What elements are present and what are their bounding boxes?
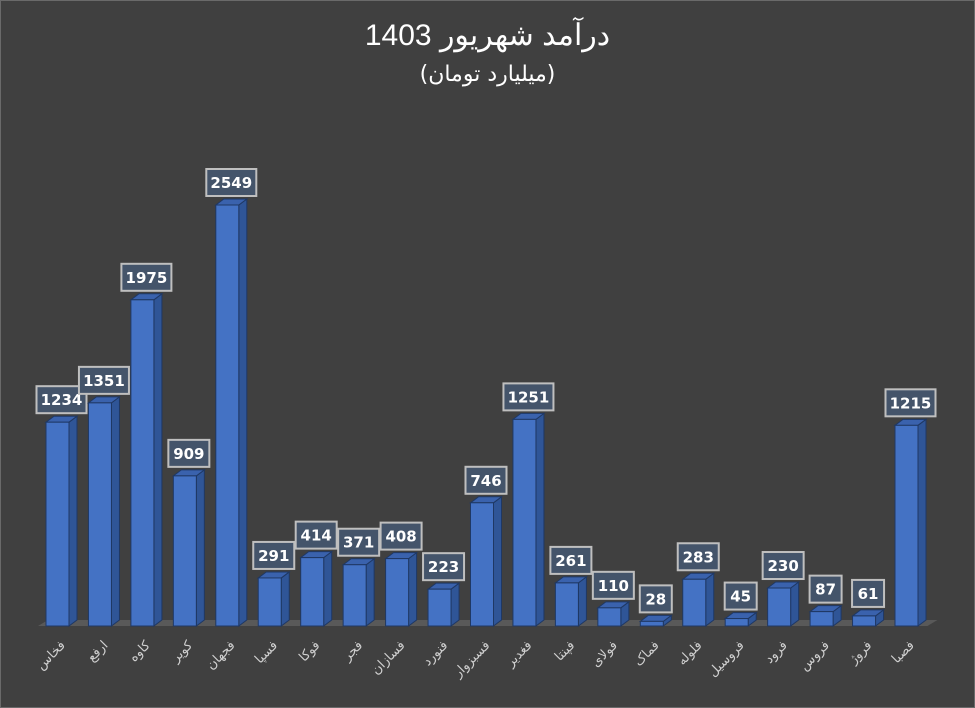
svg-text:408: 408 — [385, 528, 416, 546]
data-label: 110 — [591, 570, 635, 600]
data-label: 1234 — [35, 385, 88, 415]
svg-text:28: 28 — [645, 590, 666, 608]
bar[interactable] — [129, 292, 164, 627]
svg-text:371: 371 — [343, 534, 374, 552]
bar[interactable] — [171, 468, 206, 627]
data-label: 371 — [337, 527, 381, 557]
svg-text:61: 61 — [858, 585, 879, 603]
bar[interactable] — [86, 395, 121, 627]
data-label: 2549 — [205, 168, 258, 197]
svg-text:291: 291 — [258, 547, 289, 565]
data-label: 61 — [851, 578, 886, 608]
data-label: 283 — [676, 542, 720, 572]
bar[interactable] — [469, 495, 503, 627]
svg-text:1975: 1975 — [126, 269, 168, 287]
data-label: 261 — [549, 545, 593, 575]
svg-text:87: 87 — [815, 581, 836, 599]
svg-text:909: 909 — [173, 445, 204, 463]
bar[interactable] — [766, 581, 801, 627]
bar[interactable] — [553, 575, 588, 627]
bar[interactable] — [638, 614, 673, 627]
svg-text:746: 746 — [470, 472, 501, 490]
svg-text:414: 414 — [301, 527, 332, 545]
bar[interactable] — [341, 557, 376, 627]
data-label: 414 — [294, 520, 338, 550]
bar[interactable] — [851, 608, 886, 627]
data-label: 87 — [808, 574, 843, 604]
data-label: 1215 — [884, 388, 937, 418]
bar[interactable] — [299, 550, 334, 627]
bar[interactable] — [681, 572, 716, 627]
svg-text:45: 45 — [730, 588, 751, 606]
data-label: 909 — [167, 438, 211, 468]
bar[interactable] — [426, 582, 461, 627]
bar[interactable] — [44, 415, 79, 627]
svg-text:283: 283 — [683, 548, 714, 566]
chart-title: درآمد شهریور 1403 — [364, 19, 611, 52]
svg-text:2549: 2549 — [210, 174, 252, 192]
svg-text:1215: 1215 — [890, 394, 932, 412]
bar[interactable] — [384, 551, 419, 627]
bar[interactable] — [596, 600, 631, 627]
data-label: 45 — [723, 581, 758, 611]
svg-text:1351: 1351 — [83, 372, 125, 390]
data-label: 223 — [422, 552, 466, 582]
data-label: 1975 — [120, 262, 173, 292]
bar[interactable] — [511, 412, 546, 627]
data-label: 1351 — [77, 365, 130, 395]
svg-text:230: 230 — [767, 557, 798, 575]
svg-text:1251: 1251 — [508, 388, 550, 406]
svg-text:223: 223 — [428, 558, 459, 576]
bar[interactable] — [256, 570, 291, 627]
svg-text:110: 110 — [598, 577, 629, 595]
bar[interactable] — [214, 198, 249, 627]
data-label: 408 — [379, 521, 423, 551]
data-label: 1251 — [502, 382, 555, 412]
bar[interactable] — [723, 611, 758, 627]
data-label: 746 — [464, 465, 508, 495]
chart-subtitle: (میلیارد تومان) — [419, 62, 556, 87]
data-label: 28 — [638, 584, 673, 614]
bar[interactable] — [808, 604, 843, 627]
bar[interactable] — [893, 418, 928, 627]
data-label: 230 — [761, 551, 805, 581]
svg-text:1234: 1234 — [41, 391, 83, 409]
svg-text:261: 261 — [555, 552, 586, 570]
data-label: 291 — [252, 540, 296, 570]
